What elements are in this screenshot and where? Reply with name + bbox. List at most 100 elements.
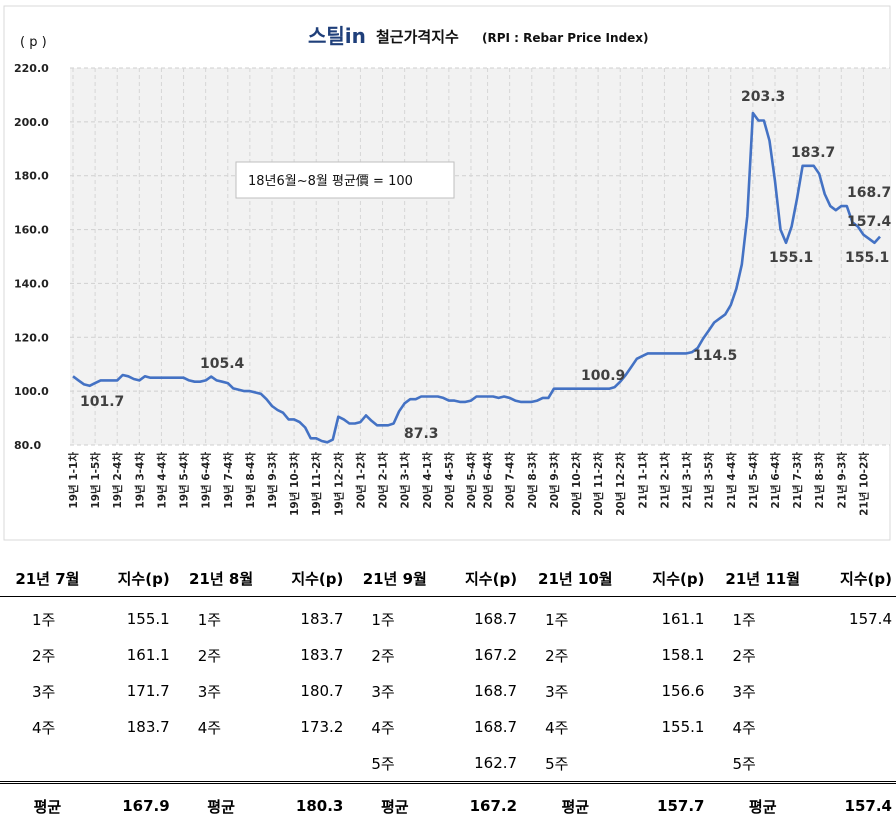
x-tick-label: 19년 7-4차: [222, 452, 235, 509]
x-tick-label: 19년 2-4차: [111, 452, 124, 509]
week-cell: 3주: [174, 673, 269, 709]
week-cell: 2주: [708, 637, 817, 673]
y-unit-label: ( p ): [20, 35, 47, 50]
index-cell: 162.7: [442, 745, 521, 783]
average-label: 평균: [0, 783, 95, 828]
average-label: 평균: [521, 783, 630, 828]
x-tick-label: 20년 4-5차: [443, 452, 456, 509]
x-tick-label: 19년 5-4차: [178, 452, 191, 509]
index-cell: 157.4: [817, 601, 896, 637]
average-value: 157.7: [630, 783, 709, 828]
chart-title: 철근가격지수: [376, 28, 459, 46]
index-header: 지수(p): [95, 560, 174, 597]
week-cell: 1주: [347, 601, 442, 637]
x-tick-label: 20년 12-2차: [614, 452, 627, 516]
index-cell: 168.7: [442, 709, 521, 745]
index-cell: [817, 673, 896, 709]
average-value: 167.2: [442, 783, 521, 828]
x-tick-label: 19년 3-4차: [133, 452, 146, 509]
y-tick-label: 140.0: [14, 277, 49, 290]
y-tick-label: 220.0: [14, 62, 49, 75]
y-tick-label: 160.0: [14, 224, 49, 237]
x-tick-label: 19년 9-3차: [266, 452, 279, 509]
month-header: 21년 10월: [521, 560, 630, 597]
week-cell: 2주: [347, 637, 442, 673]
x-tick-label: 21년 2-1차: [658, 452, 671, 509]
index-cell: 168.7: [442, 601, 521, 637]
y-tick-label: 100.0: [14, 385, 49, 398]
week-cell: 4주: [0, 709, 95, 745]
index-cell: 183.7: [268, 637, 347, 673]
index-cell: 161.1: [95, 637, 174, 673]
plot-area: [70, 68, 890, 445]
week-cell: 3주: [347, 673, 442, 709]
data-label: 155.1: [845, 250, 889, 266]
data-label: 114.5: [693, 348, 737, 364]
index-cell: 155.1: [630, 709, 709, 745]
index-cell: 168.7: [442, 673, 521, 709]
index-cell: 183.7: [95, 709, 174, 745]
data-label: 101.7: [80, 394, 124, 410]
data-label: 87.3: [404, 426, 439, 442]
week-cell: 5주: [347, 745, 442, 783]
x-tick-label: 20년 11-2차: [592, 452, 605, 516]
week-cell: 3주: [708, 673, 817, 709]
index-cell: 155.1: [95, 601, 174, 637]
week-cell: 1주: [174, 601, 269, 637]
x-tick-label: 21년 10-2차: [857, 452, 870, 516]
y-tick-label: 120.0: [14, 331, 49, 344]
x-tick-label: 21년 7-3차: [791, 452, 804, 509]
x-tick-label: 21년 1-1차: [636, 452, 649, 509]
data-label: 105.4: [200, 356, 245, 372]
week-cell: [174, 745, 269, 783]
index-header: 지수(p): [442, 560, 521, 597]
average-label: 평균: [174, 783, 269, 828]
y-tick-label: 180.0: [14, 170, 49, 183]
week-cell: 1주: [708, 601, 817, 637]
index-cell: 173.2: [268, 709, 347, 745]
x-tick-label: 21년 5-4차: [747, 452, 760, 509]
month-header: 21년 7월: [0, 560, 95, 597]
x-tick-label: 19년 1-5차: [89, 452, 102, 509]
index-cell: [817, 745, 896, 783]
week-cell: 1주: [0, 601, 95, 637]
x-tick-label: 20년 6-4차: [482, 452, 495, 509]
x-tick-label: 20년 1-2차: [354, 452, 367, 509]
data-label: 155.1: [769, 250, 813, 266]
x-tick-label: 21년 4-4차: [725, 452, 738, 509]
week-cell: 5주: [708, 745, 817, 783]
y-tick-label: 80.0: [14, 439, 41, 452]
x-tick-label: 20년 4-1차: [421, 452, 434, 509]
month-header: 21년 9월: [347, 560, 442, 597]
data-label: 183.7: [791, 145, 835, 161]
week-cell: 2주: [174, 637, 269, 673]
month-header: 21년 11월: [708, 560, 817, 597]
index-header: 지수(p): [268, 560, 347, 597]
title-logo: 스틸in: [308, 24, 366, 48]
index-cell: 167.2: [442, 637, 521, 673]
average-value: 167.9: [95, 783, 174, 828]
x-tick-label: 21년 9-3차: [835, 452, 848, 509]
week-cell: 4주: [708, 709, 817, 745]
week-cell: 4주: [521, 709, 630, 745]
x-tick-label: 20년 3-1차: [399, 452, 412, 509]
week-cell: 3주: [0, 673, 95, 709]
x-tick-label: 21년 6-4차: [769, 452, 782, 509]
index-cell: 158.1: [630, 637, 709, 673]
x-tick-label: 20년 2-1차: [377, 452, 390, 509]
month-header: 21년 8월: [174, 560, 269, 597]
x-tick-label: 19년 8-4차: [244, 452, 257, 509]
note-text: 18년6월~8월 평균價 = 100: [248, 174, 413, 189]
index-header: 지수(p): [630, 560, 709, 597]
index-cell: [817, 709, 896, 745]
x-tick-label: 20년 5-4차: [465, 452, 478, 509]
x-tick-label: 21년 8-3차: [813, 452, 826, 509]
x-tick-label: 19년 1-1차: [67, 452, 80, 509]
index-cell: 183.7: [268, 601, 347, 637]
